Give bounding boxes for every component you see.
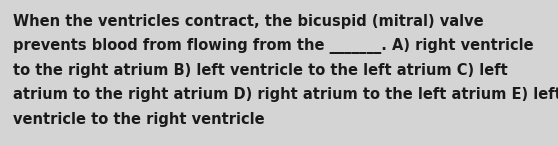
Text: atrium to the right atrium D) right atrium to the left atrium E) left: atrium to the right atrium D) right atri… [13,87,558,102]
Text: When the ventricles contract, the bicuspid (mitral) valve: When the ventricles contract, the bicusp… [13,14,484,29]
Text: ventricle to the right ventricle: ventricle to the right ventricle [13,112,264,127]
Text: prevents blood from flowing from the _______. A) right ventricle: prevents blood from flowing from the ___… [13,39,533,54]
Text: to the right atrium B) left ventricle to the left atrium C) left: to the right atrium B) left ventricle to… [13,63,508,78]
